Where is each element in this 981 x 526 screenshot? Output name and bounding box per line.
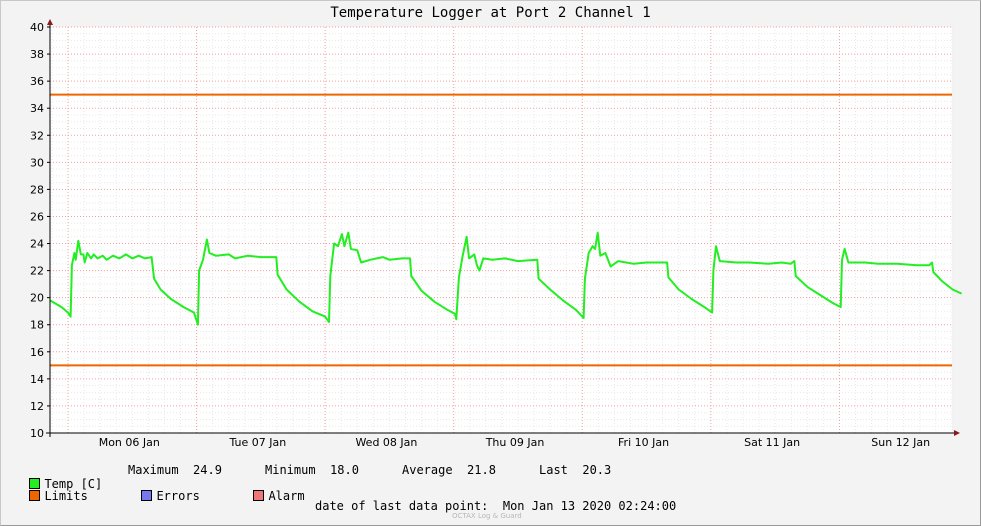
y-tick-label: 20 [30,292,44,305]
legend-temp-swatch [29,478,41,489]
y-axis-arrow [47,19,53,25]
legend-limits-label: Limits [44,489,88,503]
stat-minimum-value: 18.0 [330,463,359,477]
legend-errors-label: Errors [156,489,200,503]
y-tick-label: 28 [30,183,44,196]
stat-average-label: Average [402,463,453,477]
y-tick-label: 34 [30,102,44,115]
legend-alarm-label: Alarm [268,489,305,503]
y-tick-label: 40 [30,21,44,34]
stat-maximum: Maximum 24.9 [128,463,222,477]
series-lines [49,231,963,326]
x-tick-label: Wed 08 Jan [355,436,417,449]
y-tick-label: 24 [30,238,44,251]
stat-maximum-value: 24.9 [193,463,222,477]
stat-minimum-label: Minimum [265,463,316,477]
y-tick-label: 38 [30,48,44,61]
axes [46,19,960,437]
y-tick-label: 14 [30,373,44,386]
x-tick-labels: Mon 06 Jan Tue 07 Jan Wed 08 Jan Thu 09 Jan… [99,436,930,449]
x-axis-arrow [954,430,960,436]
stat-last-value: 20.3 [582,463,612,477]
x-tick-label: Thu 09 Jan [485,436,545,449]
legend-temp: Temp [C] [15,463,102,491]
y-tick-label: 10 [30,427,44,440]
y-tick-label: 30 [30,156,44,169]
stat-minimum: Minimum 18.0 [265,463,359,477]
y-tick-label: 16 [30,346,44,359]
last-data-point: date of last data point: Mon Jan 13 2020… [315,499,677,513]
limit-lines [50,93,952,367]
stat-last-label: Last [539,463,568,477]
legend-limits-swatch [29,490,41,501]
y-tick-label: 32 [30,129,44,142]
y-tick-label: 36 [30,75,44,88]
x-tick-label: Fri 10 Jan [618,436,669,449]
x-tick-label: Sat 11 Jan [744,436,800,449]
legend-alarm: Alarm [239,475,305,503]
stat-average: Average 21.8 [402,463,496,477]
legend-errors: Errors [127,475,200,503]
y-tick-labels: 10 12 14 16 18 20 22 24 26 28 30 32 34 36 38 40 [30,21,44,440]
y-tick-label: 12 [30,400,44,413]
x-tick-label: Mon 06 Jan [99,436,160,449]
credit-text: OCTAX Log & Guard [452,512,522,520]
x-tick-label: Tue 07 Jan [228,436,286,449]
y-tick-label: 26 [30,210,44,223]
stat-maximum-label: Maximum [128,463,179,477]
x-tick-label: Sun 12 Jan [871,436,930,449]
legend-errors-swatch [141,490,153,501]
temp-series-line [49,231,963,326]
chart-title: Temperature Logger at Port 2 Channel 1 [330,5,651,21]
y-tick-label: 18 [30,319,44,332]
stat-average-value: 21.8 [467,463,496,477]
stat-last: Last 20.3 [539,463,611,477]
legend-temp-label: Temp [C] [44,477,103,491]
y-tick-label: 22 [30,265,44,278]
legend-limits: Limits [15,475,88,503]
legend-alarm-swatch [253,490,265,501]
